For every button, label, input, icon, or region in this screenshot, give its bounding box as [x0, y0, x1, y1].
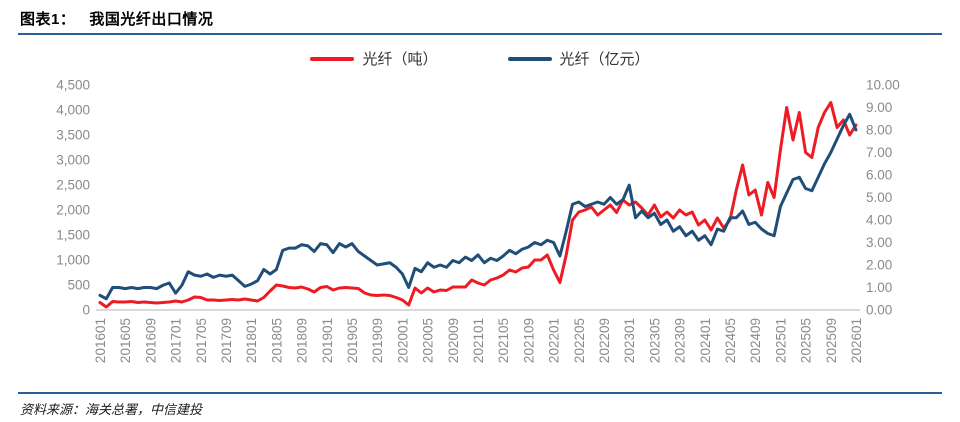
- title-rule: [18, 33, 942, 35]
- x-axis-tick: 202001: [395, 318, 410, 363]
- left-axis-tick: 0: [82, 303, 90, 318]
- x-axis-tick: 201909: [370, 318, 385, 363]
- x-axis-tick: 201605: [118, 318, 133, 363]
- x-axis-tick: 202209: [597, 318, 612, 363]
- x-axis-tick: 202509: [824, 318, 839, 363]
- right-axis-tick: 9.00: [866, 100, 892, 115]
- x-axis-tick: 202401: [698, 318, 713, 363]
- x-axis-tick: 202601: [849, 318, 864, 363]
- x-axis-tick: 202009: [446, 318, 461, 363]
- x-axis-tick: 202105: [496, 318, 511, 363]
- right-axis-tick: 0.00: [866, 303, 892, 318]
- x-axis-tick: 202005: [421, 318, 436, 363]
- x-axis-tick: 202405: [723, 318, 738, 363]
- right-axis-tick: 5.00: [866, 190, 892, 205]
- legend-label-yuan: 光纤（亿元）: [559, 51, 650, 68]
- figure-title-line: 图表1： 我国光纤出口情况: [20, 8, 940, 29]
- figure-header: 图表1： 我国光纤出口情况: [0, 0, 960, 29]
- legend-label-tons: 光纤（吨）: [362, 51, 438, 68]
- left-axis-tick: 4,500: [56, 78, 90, 93]
- x-axis-tick: 201705: [194, 318, 209, 363]
- x-axis-tick: 202501: [773, 318, 788, 363]
- right-axis-tick: 1.00: [866, 280, 892, 295]
- left-axis-tick: 4,000: [56, 103, 90, 118]
- x-axis-tick: 201801: [244, 318, 259, 363]
- left-axis-tick: 1,000: [56, 253, 90, 268]
- left-axis-tick: 2,000: [56, 203, 90, 218]
- figure-label: 图表1：: [20, 11, 76, 28]
- x-axis-tick: 201905: [345, 318, 360, 363]
- left-axis-tick: 3,500: [56, 128, 90, 143]
- x-axis-tick: 202101: [471, 318, 486, 363]
- right-axis-tick: 8.00: [866, 123, 892, 138]
- x-axis-tick: 201805: [269, 318, 284, 363]
- x-axis-tick: 201701: [169, 318, 184, 363]
- x-axis-tick: 201601: [93, 318, 108, 363]
- red-line-swatch: [310, 56, 355, 61]
- right-axis-tick: 4.00: [866, 213, 892, 228]
- page-title: 我国光纤出口情况: [89, 11, 214, 28]
- x-axis-tick: 202201: [547, 318, 562, 363]
- bottom-rule: [18, 392, 942, 394]
- x-axis-tick: 202109: [521, 318, 536, 363]
- chart-legend: 光纤（吨） 光纤（亿元）: [0, 48, 960, 69]
- right-axis-tick: 6.00: [866, 168, 892, 183]
- left-axis-tick: 2,500: [56, 178, 90, 193]
- legend-item-yuan: 光纤（亿元）: [507, 48, 650, 69]
- left-axis-tick: 1,500: [56, 228, 90, 243]
- x-axis-tick: 202305: [647, 318, 662, 363]
- series-line-yuan: [98, 112, 858, 301]
- right-axis-tick: 10.00: [866, 78, 900, 93]
- x-axis-tick: 201609: [143, 318, 158, 363]
- left-axis-tick: 500: [67, 278, 90, 293]
- x-axis-tick: 202309: [673, 318, 688, 363]
- source-note: 资料来源：海关总署，中信建投: [20, 402, 203, 417]
- x-axis-tick: 201901: [320, 318, 335, 363]
- x-axis-tick: 202301: [622, 318, 637, 363]
- left-axis-tick: 3,000: [56, 153, 90, 168]
- x-axis-tick: 201809: [295, 318, 310, 363]
- x-axis-tick: 202409: [748, 318, 763, 363]
- x-axis-tick: 202505: [799, 318, 814, 363]
- right-axis-tick: 7.00: [866, 145, 892, 160]
- right-axis-tick: 3.00: [866, 235, 892, 250]
- chart-canvas: 0 500 1,000 1,500 2,000 2,500 3,000 3,500 4,000 4…: [56, 78, 900, 364]
- legend-item-tons: 光纤（吨）: [310, 48, 438, 69]
- x-axis-tick: 201709: [219, 318, 234, 363]
- blue-line-swatch: [507, 56, 552, 61]
- chart-area: 0 500 1,000 1,500 2,000 2,500 3,000 3,500 4,000 4…: [0, 68, 960, 390]
- x-axis-tick: 202205: [572, 318, 587, 363]
- right-axis-tick: 2.00: [866, 258, 892, 273]
